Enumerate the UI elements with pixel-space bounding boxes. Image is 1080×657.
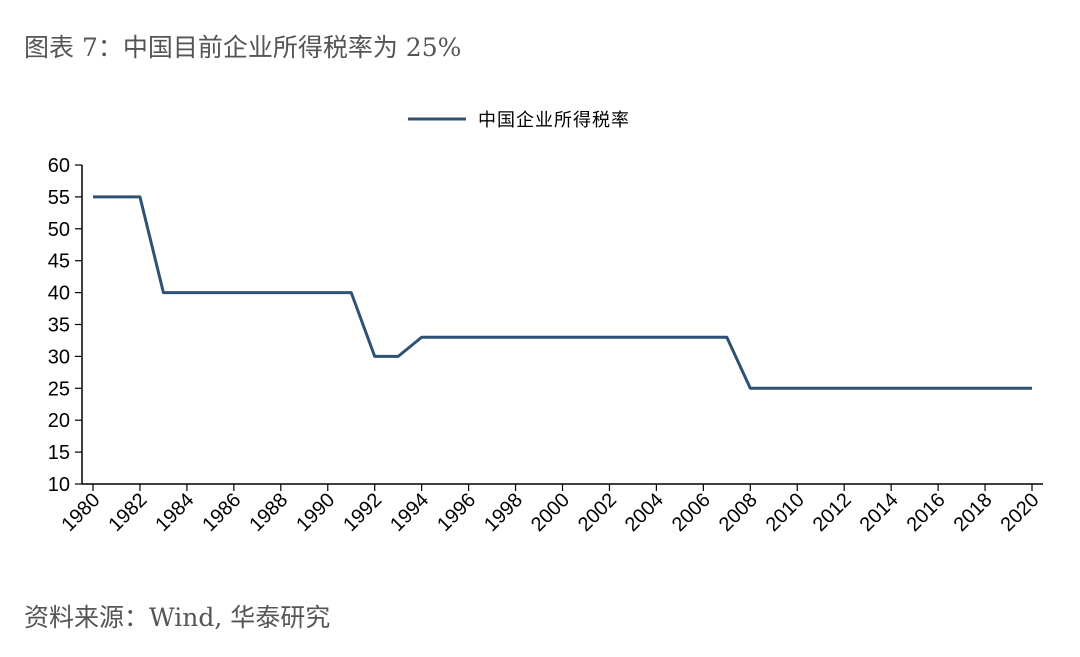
y-tick-label: 10 bbox=[48, 474, 70, 496]
x-tick-label: 1984 bbox=[151, 489, 198, 536]
x-tick-label: 2000 bbox=[527, 489, 574, 536]
y-tick-label: 55 bbox=[48, 187, 70, 209]
y-axis: 10 15 20 25 30 35 40 45 50 55 60 bbox=[48, 155, 83, 496]
y-tick-label: 35 bbox=[48, 315, 70, 337]
legend-label: 中国企业所得税率 bbox=[478, 110, 630, 131]
x-tick-label: 2008 bbox=[715, 489, 762, 536]
x-tick-label: 2014 bbox=[856, 489, 903, 536]
series-layer bbox=[93, 195, 1032, 390]
series-line-0 bbox=[93, 195, 1032, 390]
x-tick-label: 1990 bbox=[292, 489, 339, 536]
x-tick-label: 2010 bbox=[762, 489, 809, 536]
x-tick-label: 2002 bbox=[574, 489, 621, 536]
x-tick-label: 1982 bbox=[104, 489, 151, 536]
figure-source: 资料来源：Wind, 华泰研究 bbox=[24, 603, 331, 632]
y-tick-label: 60 bbox=[48, 155, 70, 177]
y-tick-label: 40 bbox=[48, 283, 70, 305]
y-tick-label: 20 bbox=[48, 410, 70, 432]
x-tick-label: 2004 bbox=[621, 489, 668, 536]
x-tick-label: 2020 bbox=[997, 489, 1044, 536]
y-tick-label: 15 bbox=[48, 442, 70, 464]
x-tick-label: 2016 bbox=[903, 489, 950, 536]
x-tick-label: 1996 bbox=[433, 489, 480, 536]
y-tick-label: 30 bbox=[48, 346, 70, 368]
x-tick-label: 1988 bbox=[245, 489, 292, 536]
x-tick-label: 1980 bbox=[58, 489, 105, 536]
x-tick-label: 2006 bbox=[668, 489, 715, 536]
y-tick-label: 45 bbox=[48, 251, 70, 273]
x-axis: 1980 1982 1984 1986 1988 1990 1992 1994 1996 1998… bbox=[58, 483, 1044, 536]
y-tick-label: 25 bbox=[48, 378, 70, 400]
chart-legend: 中国企业所得税率 bbox=[408, 110, 630, 131]
x-tick-label: 1994 bbox=[386, 489, 433, 536]
x-tick-label: 2012 bbox=[809, 489, 856, 536]
figure-title: 图表 7：中国目前企业所得税率为 25% bbox=[24, 33, 462, 62]
x-tick-label: 1992 bbox=[339, 489, 386, 536]
y-tick-label: 50 bbox=[48, 219, 70, 241]
x-tick-label: 1998 bbox=[480, 489, 527, 536]
x-tick-label: 1986 bbox=[198, 489, 245, 536]
x-tick-label: 2018 bbox=[950, 489, 997, 536]
